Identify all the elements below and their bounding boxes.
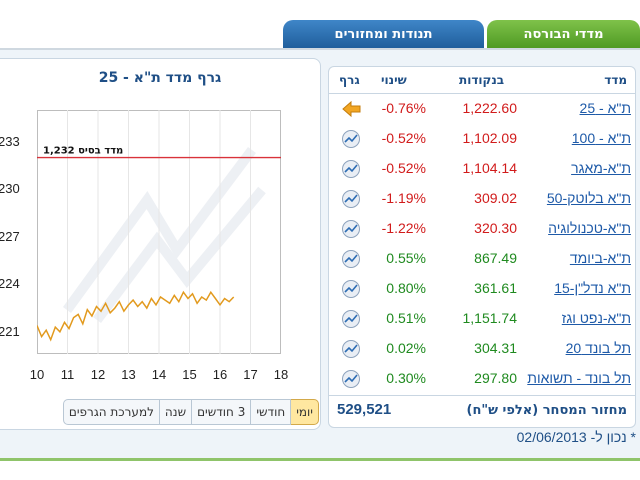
index-change: 0.02% <box>386 340 426 356</box>
header-graph: גרף <box>339 73 360 87</box>
index-points: 867.49 <box>474 250 517 266</box>
x-tick-label: 18 <box>273 367 289 382</box>
y-tick-label: 233 <box>0 133 20 149</box>
index-points: 1,151.74 <box>462 310 518 326</box>
mini-chart-icon[interactable] <box>341 369 361 389</box>
tab-volatility-turnover[interactable]: תנודות ומחזורים <box>283 20 484 48</box>
index-points: 320.30 <box>474 220 517 236</box>
index-name-link[interactable]: ת"א בלוטק-50 <box>546 190 631 206</box>
index-points: 1,222.60 <box>462 100 518 116</box>
x-tick-label: 16 <box>212 367 228 382</box>
updated-date: * נכון ל- 02/06/2013 <box>516 429 636 445</box>
vertical-grid <box>67 110 251 354</box>
y-tick-label: 224 <box>0 276 20 292</box>
index-name-link[interactable]: תל בונד 20 <box>565 340 631 356</box>
x-tick-label: 15 <box>182 367 197 382</box>
turnover-value: 529,521 <box>337 401 392 418</box>
table-row: ת"א בלוטק-50 309.02 -1.19% <box>329 184 635 214</box>
table-row: תל בונד 20 304.31 0.02% <box>329 334 635 364</box>
index-points: 297.80 <box>474 370 517 386</box>
index-change: -0.52% <box>381 160 426 176</box>
period-monthly-button[interactable]: חודשי <box>250 399 292 425</box>
index-change: -0.52% <box>381 130 426 146</box>
y-tick-label: 230 <box>0 181 20 197</box>
mini-chart-icon[interactable] <box>341 129 361 149</box>
index-points: 1,104.14 <box>462 160 518 176</box>
index-change: -0.76% <box>381 100 426 116</box>
period-3months-button[interactable]: 3 חודשים <box>191 399 252 425</box>
period-selector: יומי חודשי 3 חודשים שנה למערכת הגרפים <box>12 399 319 425</box>
index-name-link[interactable]: ת"א-נפט וגז <box>561 310 631 326</box>
base-index-label: 1,232 מדד בסיס <box>43 146 123 157</box>
x-tick-label: 13 <box>121 367 136 382</box>
table-row: ת"א - 25 1,222.60 -0.76% <box>329 94 635 124</box>
series-line <box>37 290 235 342</box>
header-points: בנקודות <box>459 73 505 87</box>
table-row: ת"א-ביומד 867.49 0.55% <box>329 244 635 274</box>
tab-stock-indices[interactable]: מדדי הבורסה <box>487 20 640 48</box>
watermark-logo <box>62 147 266 323</box>
selected-arrow-icon[interactable] <box>341 99 361 119</box>
index-name-link[interactable]: ת"א-טכנולוגיה <box>548 220 631 236</box>
table-row: תל בונד - תשואות 297.80 0.30% <box>329 364 635 394</box>
mini-chart-icon[interactable] <box>341 309 361 329</box>
index-points: 304.31 <box>474 340 517 356</box>
tab-divider <box>0 48 640 50</box>
table-row: ת"א-טכנולוגיה 320.30 -1.22% <box>329 214 635 244</box>
x-tick-label: 17 <box>243 367 258 382</box>
mini-chart-icon[interactable] <box>341 279 361 299</box>
index-points: 1,102.09 <box>462 130 518 146</box>
x-tick-label: 11 <box>60 367 75 382</box>
mini-chart-icon[interactable] <box>341 219 361 239</box>
table-row: ת"א-מאגר 1,104.14 -0.52% <box>329 154 635 184</box>
index-change: 0.51% <box>386 310 426 326</box>
index-change: -1.22% <box>381 220 426 236</box>
table-row: ת"א - 100 1,102.09 -0.52% <box>329 124 635 154</box>
mini-chart-icon[interactable] <box>341 339 361 359</box>
header-change: שינוי <box>381 73 407 87</box>
index-points: 361.61 <box>474 280 517 296</box>
index-name-link[interactable]: ת"א-מאגר <box>571 160 631 176</box>
x-tick-label: 14 <box>151 367 167 382</box>
graph-system-link[interactable]: למערכת הגרפים <box>62 399 160 425</box>
period-daily-button[interactable]: יומי <box>290 399 319 425</box>
index-name-link[interactable]: ת"א - 25 <box>579 100 631 116</box>
index-change: 0.55% <box>386 250 426 266</box>
x-tick-label: 10 <box>29 367 45 382</box>
index-change: -1.19% <box>381 190 426 206</box>
turnover-row: מחזור המסחר (אלפי ש"ח) 529,521 <box>329 395 635 426</box>
y-tick-label: 227 <box>0 228 20 244</box>
index-name-link[interactable]: תל בונד - תשואות <box>527 370 631 386</box>
index-name-link[interactable]: ת"א - 100 <box>571 130 631 146</box>
index-name-link[interactable]: ת"א נדל"ן-15 <box>554 280 631 296</box>
index-chart: 1,232 מדד בסיס <box>37 110 281 354</box>
mini-chart-icon[interactable] <box>341 189 361 209</box>
index-points: 309.02 <box>474 190 517 206</box>
table-header: מדד בנקודות שינוי גרף <box>329 67 635 94</box>
index-change: 0.30% <box>386 370 426 386</box>
x-tick-label: 12 <box>90 367 106 382</box>
y-tick-label: 221 <box>0 323 20 339</box>
mini-chart-icon[interactable] <box>341 249 361 269</box>
period-year-button[interactable]: שנה <box>158 399 193 425</box>
turnover-label: מחזור המסחר (אלפי ש"ח) <box>466 403 628 418</box>
index-name-link[interactable]: ת"א-ביומד <box>569 250 631 266</box>
chart-title: גרף מדד ת"א - 25 <box>98 70 222 86</box>
indices-table: מדד בנקודות שינוי גרף ת"א - 25 1,222.60 -0… <box>328 66 636 428</box>
mini-chart-icon[interactable] <box>341 159 361 179</box>
table-row: ת"א נדל"ן-15 361.61 0.80% <box>329 274 635 304</box>
header-index: מדד <box>604 73 627 87</box>
table-row: ת"א-נפט וגז 1,151.74 0.51% <box>329 304 635 334</box>
index-change: 0.80% <box>386 280 426 296</box>
bottom-divider <box>0 458 640 461</box>
